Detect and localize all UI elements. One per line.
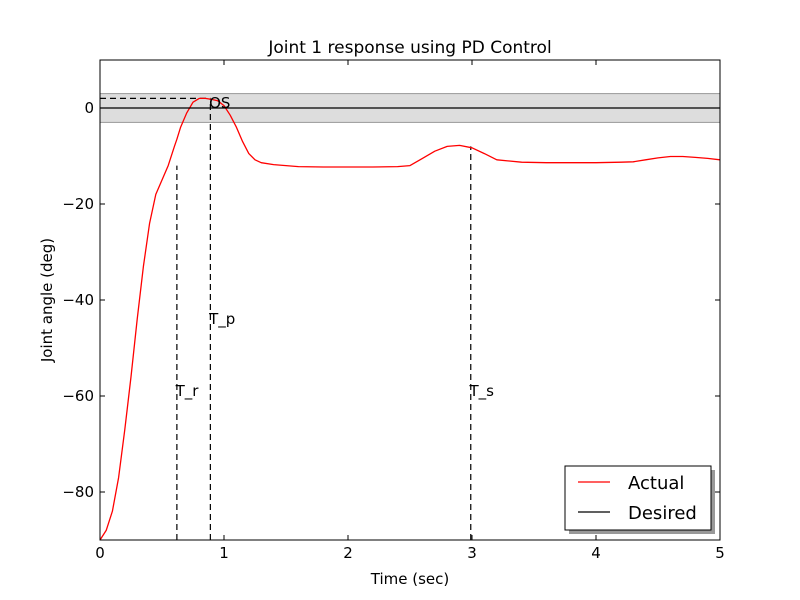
x-tick-label-0: 0: [95, 544, 105, 562]
y-axis-label: Joint angle (deg): [38, 238, 56, 363]
x-tick-label-5: 5: [715, 544, 725, 562]
y-tick-label-3: −20: [62, 195, 94, 213]
y-tick-label-2: −40: [62, 291, 94, 309]
x-tick-label-1: 1: [219, 544, 229, 562]
y-tick-label-1: −60: [62, 387, 94, 405]
annotations: OS T_p T_r T_s: [175, 94, 495, 401]
series-line-actual: [99, 97, 721, 541]
reference-lines: [100, 97, 472, 540]
series-layer: [99, 97, 721, 541]
axis-ticks: [99, 60, 721, 540]
legend: Actual Desired: [564, 465, 715, 534]
chart-title: Joint 1 response using PD Control: [267, 38, 551, 58]
annotation-3: T_s: [469, 382, 495, 401]
legend-box: [564, 465, 712, 531]
tick-labels: 0 1 2 3 4 5 −80 −60 −40 −20 0: [62, 99, 724, 562]
legend-label-actual: Actual: [628, 473, 684, 494]
plot-area: OS T_p T_r T_s: [99, 93, 721, 541]
annotation-0: OS: [209, 94, 230, 112]
annotation-2: T_r: [175, 382, 200, 401]
x-tick-label-3: 3: [467, 544, 477, 562]
x-tick-label-4: 4: [591, 544, 601, 562]
x-tick-label-2: 2: [343, 544, 353, 562]
legend-label-desired: Desired: [628, 503, 697, 524]
annotation-1: T_p: [208, 310, 235, 329]
y-tick-label-0: −80: [62, 483, 94, 501]
y-tick-label-4: 0: [84, 99, 94, 117]
x-axis-label: Time (sec): [370, 570, 449, 588]
